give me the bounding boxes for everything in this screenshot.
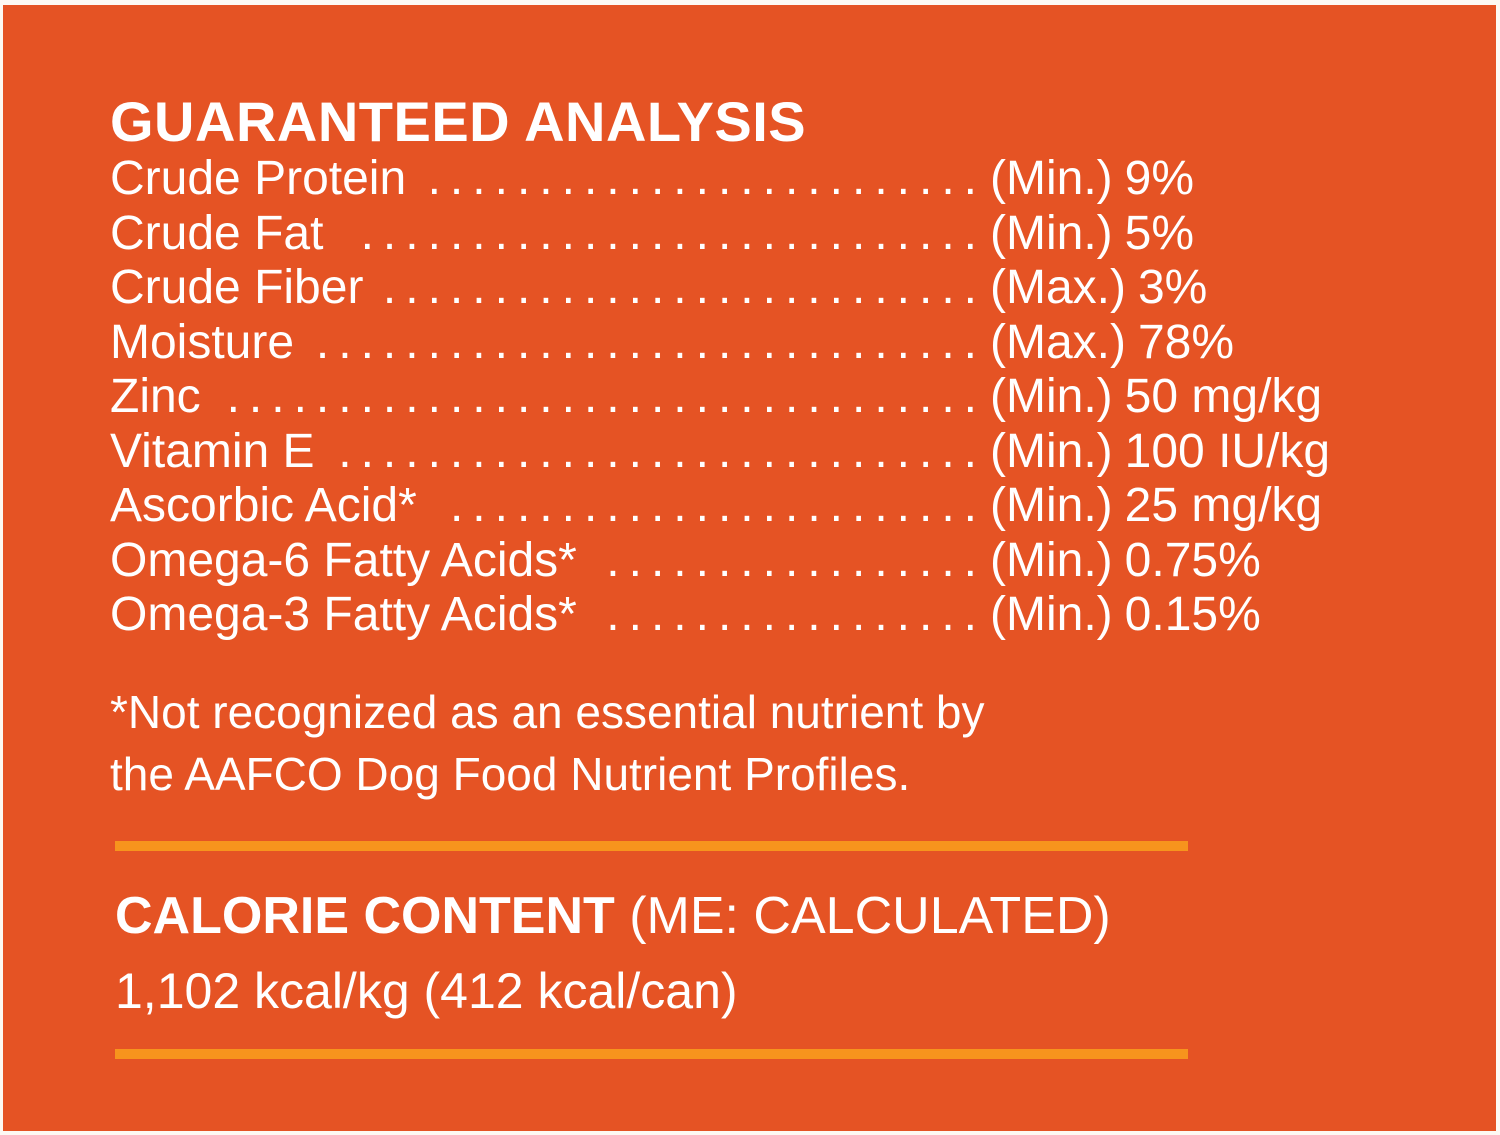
nutrient-qualifier: (Min.) 0.15%	[990, 590, 1261, 640]
nutrient-qualifier: (Max.) 78%	[990, 315, 1235, 369]
nutrient-label: Crude Protein	[110, 154, 407, 204]
analysis-row: Vitamin E............................. (M…	[110, 424, 1500, 478]
nutrient-label: Moisture	[110, 317, 295, 368]
dot-leader: .................	[606, 590, 986, 640]
nutrient-qualifier: (Max.) 3%	[990, 263, 1207, 313]
nutrient-value: 25 mg/kg	[1124, 479, 1323, 532]
footnote: *Not recognized as an essential nutrient…	[110, 681, 985, 805]
calorie-content-title: CALORIE CONTENT (ME: CALCULATED)	[115, 885, 1111, 947]
calorie-content-heading: CALORIE CONTENT	[115, 887, 615, 945]
nutrient-value: 50 mg/kg	[1124, 370, 1323, 423]
qualifier-text: (Max.)	[990, 315, 1126, 369]
qualifier-text: (Min.)	[990, 152, 1113, 205]
analysis-row: Omega-3 Fatty Acids*................. (Mi…	[110, 590, 1500, 640]
nutrient-label: Omega-6 Fatty Acids*	[110, 535, 577, 586]
analysis-row: Moisture.............................. (M…	[110, 315, 1500, 369]
calorie-content-value: 1,102 kcal/kg (412 kcal/can)	[115, 963, 738, 1019]
divider-bottom	[115, 1049, 1188, 1059]
label-with-leader: Crude Protein.........................	[110, 154, 990, 204]
dot-leader: ............................	[360, 208, 986, 259]
dot-leader: .................	[606, 535, 986, 586]
nutrient-label: Vitamin E	[110, 426, 315, 477]
nutrient-value: 0.75%	[1124, 533, 1261, 587]
analysis-row: Crude Fiber........................... (M…	[110, 263, 1500, 313]
nutrient-value: 3%	[1137, 261, 1208, 314]
qualifier-text: (Min.)	[990, 370, 1113, 423]
qualifier-text: (Min.)	[990, 533, 1113, 587]
nutrient-label: Crude Fat	[110, 208, 324, 259]
nutrient-value: 5%	[1124, 206, 1195, 260]
analysis-row: Crude Fat............................ (Mi…	[110, 206, 1500, 260]
qualifier-text: (Max.)	[990, 261, 1126, 314]
qualifier-text: (Min.)	[990, 424, 1113, 478]
guaranteed-analysis-title: GUARANTEED ANALYSIS	[110, 90, 807, 153]
nutrient-qualifier: (Min.) 0.75%	[990, 533, 1261, 587]
dot-leader: ..............................	[315, 317, 986, 368]
nutrient-value: 100 IU/kg	[1124, 424, 1331, 478]
nutrient-value: 78%	[1137, 315, 1235, 369]
dot-leader: ........................	[449, 481, 986, 531]
dot-leader: ...........................	[382, 263, 986, 313]
dot-leader: .............................	[338, 426, 986, 477]
analysis-row: Omega-6 Fatty Acids*................. (Mi…	[110, 533, 1500, 587]
label-with-leader: Crude Fat............................	[110, 209, 990, 259]
analysis-row: Zinc.................................. (M…	[110, 372, 1500, 422]
nutrient-value: 0.15%	[1124, 588, 1261, 641]
label-with-leader: Moisture..............................	[110, 318, 990, 368]
qualifier-text: (Min.)	[990, 479, 1113, 532]
label-with-leader: Omega-3 Fatty Acids*.................	[110, 590, 990, 640]
label-panel: GUARANTEED ANALYSIS Crude Protein.......…	[3, 5, 1496, 1131]
divider-top	[115, 841, 1188, 851]
label-with-leader: Crude Fiber...........................	[110, 263, 990, 313]
calorie-method: (ME: CALCULATED)	[629, 887, 1111, 945]
qualifier-text: (Min.)	[990, 588, 1113, 641]
nutrient-label: Zinc	[110, 372, 201, 422]
nutrient-qualifier: (Min.) 50 mg/kg	[990, 372, 1322, 422]
nutrient-qualifier: (Min.) 5%	[990, 206, 1195, 260]
nutrient-label: Omega-3 Fatty Acids*	[110, 590, 577, 640]
label-with-leader: Ascorbic Acid*........................	[110, 481, 990, 531]
analysis-row: Ascorbic Acid*........................ (M…	[110, 481, 1500, 531]
label-with-leader: Vitamin E.............................	[110, 427, 990, 477]
dot-leader: ..................................	[226, 372, 986, 422]
dot-leader: .........................	[427, 154, 986, 204]
footnote-line-2: the AAFCO Dog Food Nutrient Profiles.	[110, 748, 911, 800]
qualifier-text: (Min.)	[990, 206, 1113, 260]
nutrient-qualifier: (Min.) 9%	[990, 154, 1194, 204]
label-with-leader: Zinc..................................	[110, 372, 990, 422]
analysis-row: Crude Protein......................... (M…	[110, 154, 1500, 204]
nutrient-value: 9%	[1124, 152, 1195, 205]
footnote-line-1: *Not recognized as an essential nutrient…	[110, 686, 985, 738]
nutrient-qualifier: (Min.) 25 mg/kg	[990, 481, 1322, 531]
nutrient-label: Ascorbic Acid*	[110, 481, 417, 531]
label-with-leader: Omega-6 Fatty Acids*.................	[110, 536, 990, 586]
nutrient-label: Crude Fiber	[110, 263, 364, 313]
nutrient-qualifier: (Min.) 100 IU/kg	[990, 424, 1331, 478]
